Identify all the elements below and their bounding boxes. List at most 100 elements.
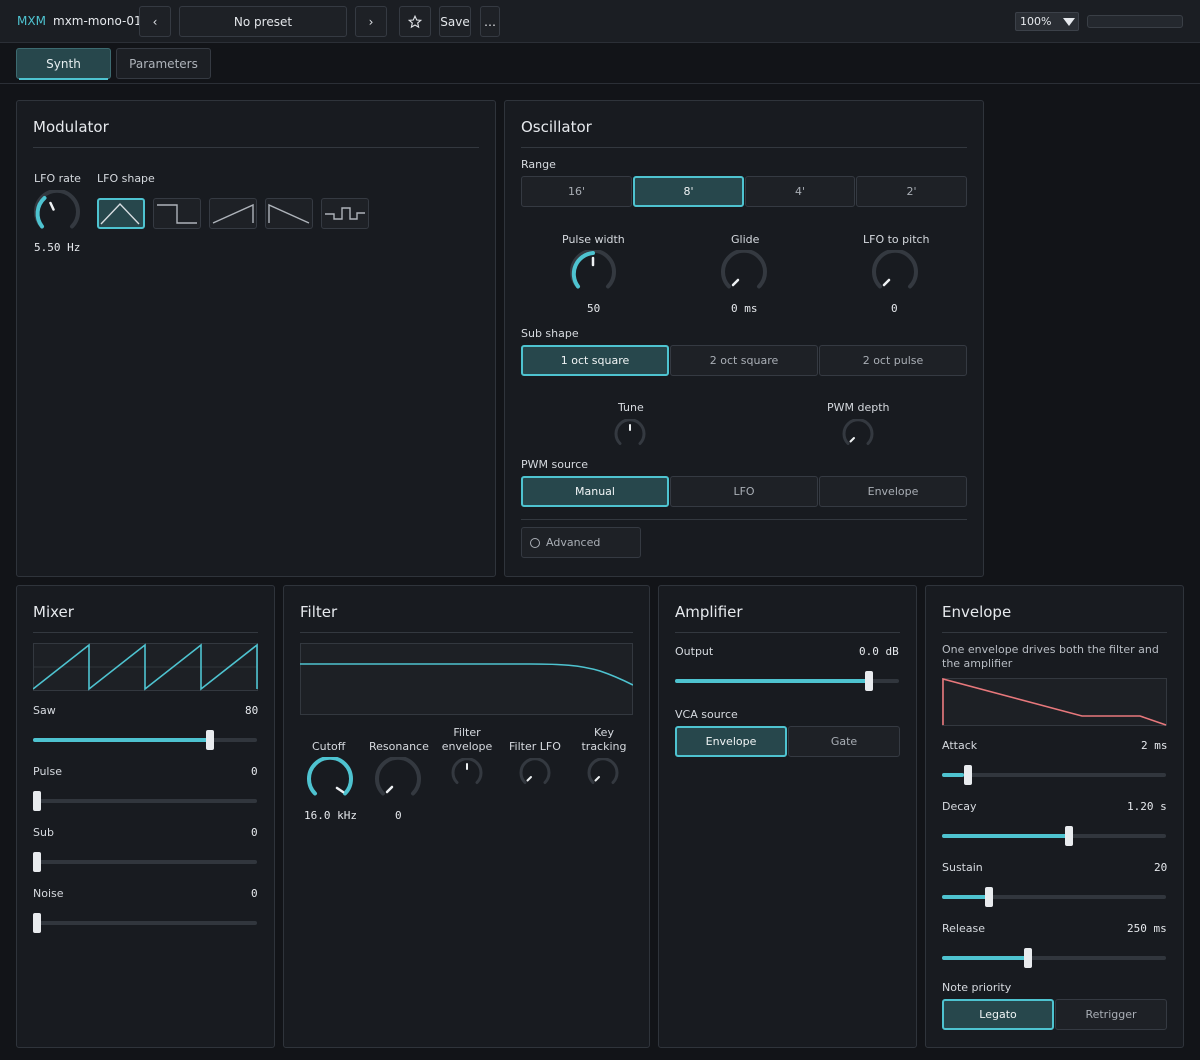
- filter-envelope-knob[interactable]: [451, 758, 483, 790]
- pulse-width-value: 50: [587, 302, 601, 315]
- release-value: 250 ms: [1127, 922, 1167, 935]
- pwm-depth-knob[interactable]: [842, 419, 874, 451]
- modulator-panel: Modulator: [16, 100, 496, 577]
- divider: [521, 519, 967, 520]
- slider-fill: [942, 895, 987, 899]
- slider-thumb[interactable]: [33, 913, 41, 933]
- brand-logo: MXM: [17, 14, 46, 28]
- slider-thumb[interactable]: [1024, 948, 1033, 968]
- sub-1-oct-square-button[interactable]: 1 oct square: [521, 345, 669, 376]
- slider-thumb[interactable]: [985, 887, 994, 907]
- cutoff-knob[interactable]: [306, 757, 354, 805]
- key-tracking-label: Key tracking: [581, 726, 627, 753]
- decay-label: Decay: [942, 800, 977, 813]
- glide-knob[interactable]: [720, 250, 768, 298]
- prev-preset-button[interactable]: ‹: [139, 6, 171, 37]
- range-8-button[interactable]: 8': [633, 176, 744, 207]
- lfo-to-pitch-knob[interactable]: [871, 250, 919, 298]
- triangle-wave-icon: [100, 202, 140, 225]
- slider-track: [942, 773, 1166, 777]
- note-priority-legato-button[interactable]: Legato: [942, 999, 1054, 1030]
- lfo-shape-label: LFO shape: [97, 172, 155, 185]
- decay-slider[interactable]: [942, 826, 1166, 846]
- lfo-shape-saw-up[interactable]: [209, 198, 257, 229]
- preset-selector[interactable]: No preset: [179, 6, 347, 37]
- envelope-description: One envelope drives both the filter and …: [942, 643, 1159, 670]
- slider-thumb[interactable]: [865, 671, 874, 691]
- lfo-shape-sample-hold[interactable]: [321, 198, 369, 229]
- star-icon: [408, 14, 422, 28]
- tab-synth[interactable]: Synth: [16, 48, 111, 80]
- favorite-button[interactable]: [399, 6, 431, 37]
- saw-slider[interactable]: [33, 730, 257, 750]
- lfo-shape-saw-down[interactable]: [265, 198, 313, 229]
- sub-value: 0: [251, 826, 258, 839]
- resonance-knob[interactable]: [374, 757, 422, 805]
- key-tracking-knob[interactable]: [587, 758, 619, 790]
- saw-value: 80: [245, 704, 259, 717]
- lfo-rate-knob[interactable]: [33, 190, 81, 238]
- output-slider[interactable]: [675, 671, 899, 691]
- envelope-panel: Envelope: [925, 585, 1184, 1048]
- pulse-slider[interactable]: [33, 791, 257, 811]
- tab-bar: Synth Parameters: [0, 44, 1200, 84]
- range-16-button[interactable]: 16': [521, 176, 632, 207]
- toggle-circle-icon: [530, 537, 540, 548]
- noise-slider[interactable]: [33, 913, 257, 933]
- pwm-source-lfo-button[interactable]: LFO: [670, 476, 818, 507]
- advanced-toggle[interactable]: Advanced: [521, 527, 641, 558]
- vca-source-gate-button[interactable]: Gate: [788, 726, 900, 757]
- glide-value: 0 ms: [731, 302, 758, 315]
- sustain-slider[interactable]: [942, 887, 1166, 907]
- output-value: 0.0 dB: [859, 645, 899, 658]
- zoom-select[interactable]: 100%: [1015, 12, 1079, 31]
- sustain-value: 20: [1154, 861, 1168, 874]
- slider-thumb[interactable]: [33, 852, 41, 872]
- noise-label: Noise: [33, 887, 64, 900]
- square-wave-icon: [157, 204, 197, 224]
- pulse-width-label: Pulse width: [562, 233, 625, 246]
- amplifier-title: Amplifier: [675, 603, 743, 621]
- vca-source-label: VCA source: [675, 708, 738, 721]
- sub-label: Sub: [33, 826, 54, 839]
- next-preset-button[interactable]: ›: [355, 6, 387, 37]
- sub-2-oct-square-button[interactable]: 2 oct square: [670, 345, 818, 376]
- note-priority-retrigger-button[interactable]: Retrigger: [1055, 999, 1167, 1030]
- tab-parameters[interactable]: Parameters: [116, 48, 211, 79]
- top-bar: MXM mxm-mono-01 ‹ No preset › Save … 100…: [0, 0, 1200, 43]
- range-2-button[interactable]: 2': [856, 176, 967, 207]
- note-priority-label: Note priority: [942, 981, 1012, 994]
- release-slider[interactable]: [942, 948, 1166, 968]
- filter-lfo-label: Filter LFO: [509, 740, 561, 753]
- sub-slider[interactable]: [33, 852, 257, 872]
- slider-track: [33, 860, 257, 864]
- sub-2-oct-pulse-button[interactable]: 2 oct pulse: [819, 345, 967, 376]
- lfo-shape-triangle[interactable]: [97, 198, 145, 229]
- range-label: Range: [521, 158, 556, 171]
- level-meter: [1087, 15, 1183, 28]
- filter-lfo-knob[interactable]: [519, 758, 551, 790]
- save-button[interactable]: Save: [439, 6, 471, 37]
- tune-knob[interactable]: [614, 419, 646, 451]
- lfo-shape-square[interactable]: [153, 198, 201, 229]
- pwm-source-envelope-button[interactable]: Envelope: [819, 476, 967, 507]
- filter-envelope-label: Filter envelope: [441, 726, 493, 753]
- amplifier-panel: Amplifier: [658, 585, 917, 1048]
- slider-thumb[interactable]: [205, 730, 214, 750]
- app-title: mxm-mono-01: [53, 14, 142, 28]
- more-button[interactable]: …: [480, 6, 500, 37]
- slider-fill: [675, 679, 873, 683]
- vca-source-envelope-button[interactable]: Envelope: [675, 726, 787, 757]
- range-4-button[interactable]: 4': [745, 176, 855, 207]
- sustain-label: Sustain: [942, 861, 983, 874]
- output-label: Output: [675, 645, 714, 658]
- lfo-to-pitch-value: 0: [891, 302, 898, 315]
- pwm-source-manual-button[interactable]: Manual: [521, 476, 669, 507]
- slider-thumb[interactable]: [33, 791, 41, 811]
- pwm-depth-label: PWM depth: [827, 401, 890, 414]
- slider-thumb[interactable]: [963, 765, 972, 785]
- pulse-width-knob[interactable]: [569, 250, 617, 298]
- attack-slider[interactable]: [942, 765, 1166, 785]
- slider-thumb[interactable]: [1065, 826, 1074, 846]
- pulse-value: 0: [251, 765, 258, 778]
